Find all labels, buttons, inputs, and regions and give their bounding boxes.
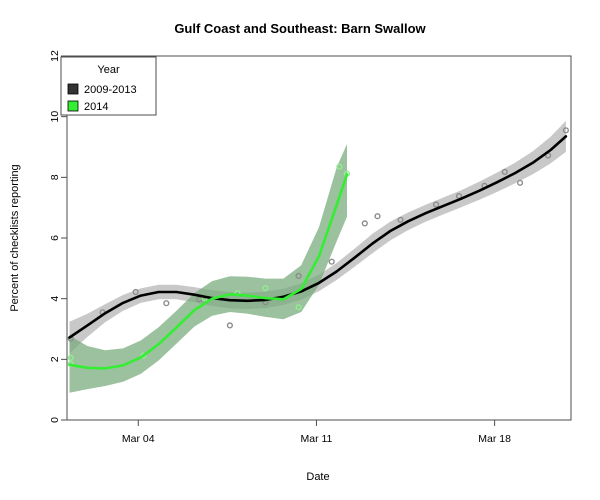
scatter-point-2009-2013 <box>501 168 508 176</box>
legend-label-2009-2013[interactable]: 2009-2013 <box>84 84 137 96</box>
y-tick-label: 4 <box>49 296 61 302</box>
scatter-point-2009-2013 <box>433 201 440 208</box>
scatter-point-2014 <box>67 354 74 361</box>
legend-swatch-2009-2013[interactable] <box>67 83 79 95</box>
y-tick-label: 6 <box>49 235 61 241</box>
scatter-point-2014 <box>295 304 302 311</box>
y-tick-label: 10 <box>49 111 61 123</box>
scatter-point-2009-2013 <box>328 258 335 265</box>
x-axis-label: Date <box>306 471 329 483</box>
y-tick-label: 8 <box>49 174 61 180</box>
scatter-point-2009-2013 <box>361 220 368 227</box>
x-axis-ticks: Mar 04 Mar 11 Mar 18 <box>122 420 511 445</box>
scatter-point-2009-2013 <box>374 213 381 220</box>
chart-title: Gulf Coast and Southeast: Barn Swallow <box>174 21 426 36</box>
y-axis-label: Percent of checklists reporting <box>9 164 21 311</box>
confidence-ribbon-2014 <box>69 144 347 393</box>
scatter-point-2009-2013 <box>295 272 302 280</box>
scatter-point-2014 <box>140 352 147 359</box>
x-tick-label: Mar 18 <box>478 433 511 445</box>
legend-title: Year <box>97 64 120 76</box>
y-tick-label: 12 <box>49 50 61 62</box>
trend-line-2014 <box>68 173 349 370</box>
y-tick-label: 2 <box>49 356 61 362</box>
scatter-point-2009-2013 <box>163 300 170 307</box>
plot-trend-lines <box>68 135 568 370</box>
trend-line-2009-2013 <box>68 135 568 339</box>
legend-swatch-2014[interactable] <box>67 100 79 112</box>
scatter-point-2014 <box>336 163 343 170</box>
scatter-point-2009-2013 <box>397 216 404 223</box>
y-axis-ticks: 0 2 4 6 8 10 12 <box>49 50 67 423</box>
scatter-point-2009-2013 <box>226 322 234 329</box>
x-tick-label: Mar 04 <box>122 433 155 445</box>
scatter-point-2009-2013 <box>132 288 139 296</box>
chart-legend[interactable]: Year 2009-2013 2014 <box>60 56 157 116</box>
legend-label-2014[interactable]: 2014 <box>84 101 108 113</box>
y-tick-label: 0 <box>49 417 61 423</box>
scatter-point-2009-2013 <box>516 179 524 186</box>
scatter-point-2014 <box>262 285 269 292</box>
scatter-point-2009-2013 <box>562 127 570 134</box>
x-tick-label: Mar 11 <box>301 433 333 445</box>
